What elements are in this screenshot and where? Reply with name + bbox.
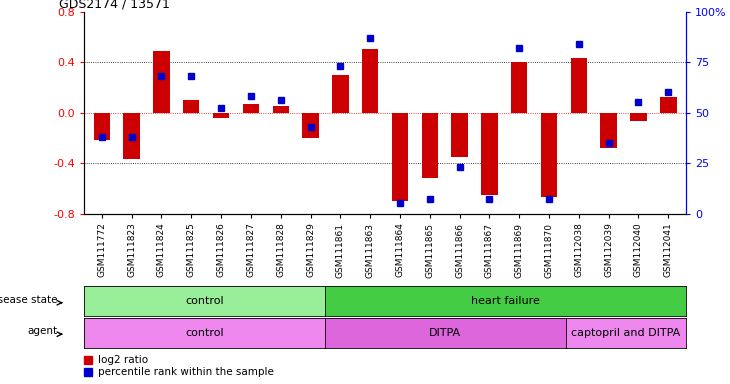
- Bar: [571, 58, 587, 113]
- Bar: [422, 113, 438, 178]
- Bar: [541, 113, 557, 197]
- Bar: [272, 106, 289, 113]
- Bar: [601, 113, 617, 148]
- Text: heart failure: heart failure: [471, 296, 540, 306]
- Bar: [362, 50, 378, 113]
- Bar: [392, 113, 408, 201]
- Bar: [242, 104, 259, 113]
- Text: percentile rank within the sample: percentile rank within the sample: [99, 367, 274, 377]
- Text: GDS2174 / 13571: GDS2174 / 13571: [59, 0, 169, 10]
- Bar: [660, 98, 677, 113]
- Bar: [630, 113, 647, 121]
- Bar: [451, 113, 468, 157]
- Text: log2 ratio: log2 ratio: [99, 355, 148, 365]
- Bar: [481, 113, 498, 195]
- Text: agent: agent: [28, 326, 58, 336]
- Text: captopril and DITPA: captopril and DITPA: [572, 328, 680, 338]
- Text: control: control: [185, 328, 223, 338]
- Bar: [213, 113, 229, 118]
- Text: disease state: disease state: [0, 295, 58, 305]
- Bar: [153, 51, 169, 113]
- Bar: [302, 113, 319, 138]
- Bar: [123, 113, 140, 159]
- Bar: [511, 62, 528, 113]
- Bar: [183, 100, 199, 113]
- Bar: [93, 113, 110, 140]
- Text: DITPA: DITPA: [429, 328, 461, 338]
- Bar: [332, 74, 348, 113]
- Text: control: control: [185, 296, 223, 306]
